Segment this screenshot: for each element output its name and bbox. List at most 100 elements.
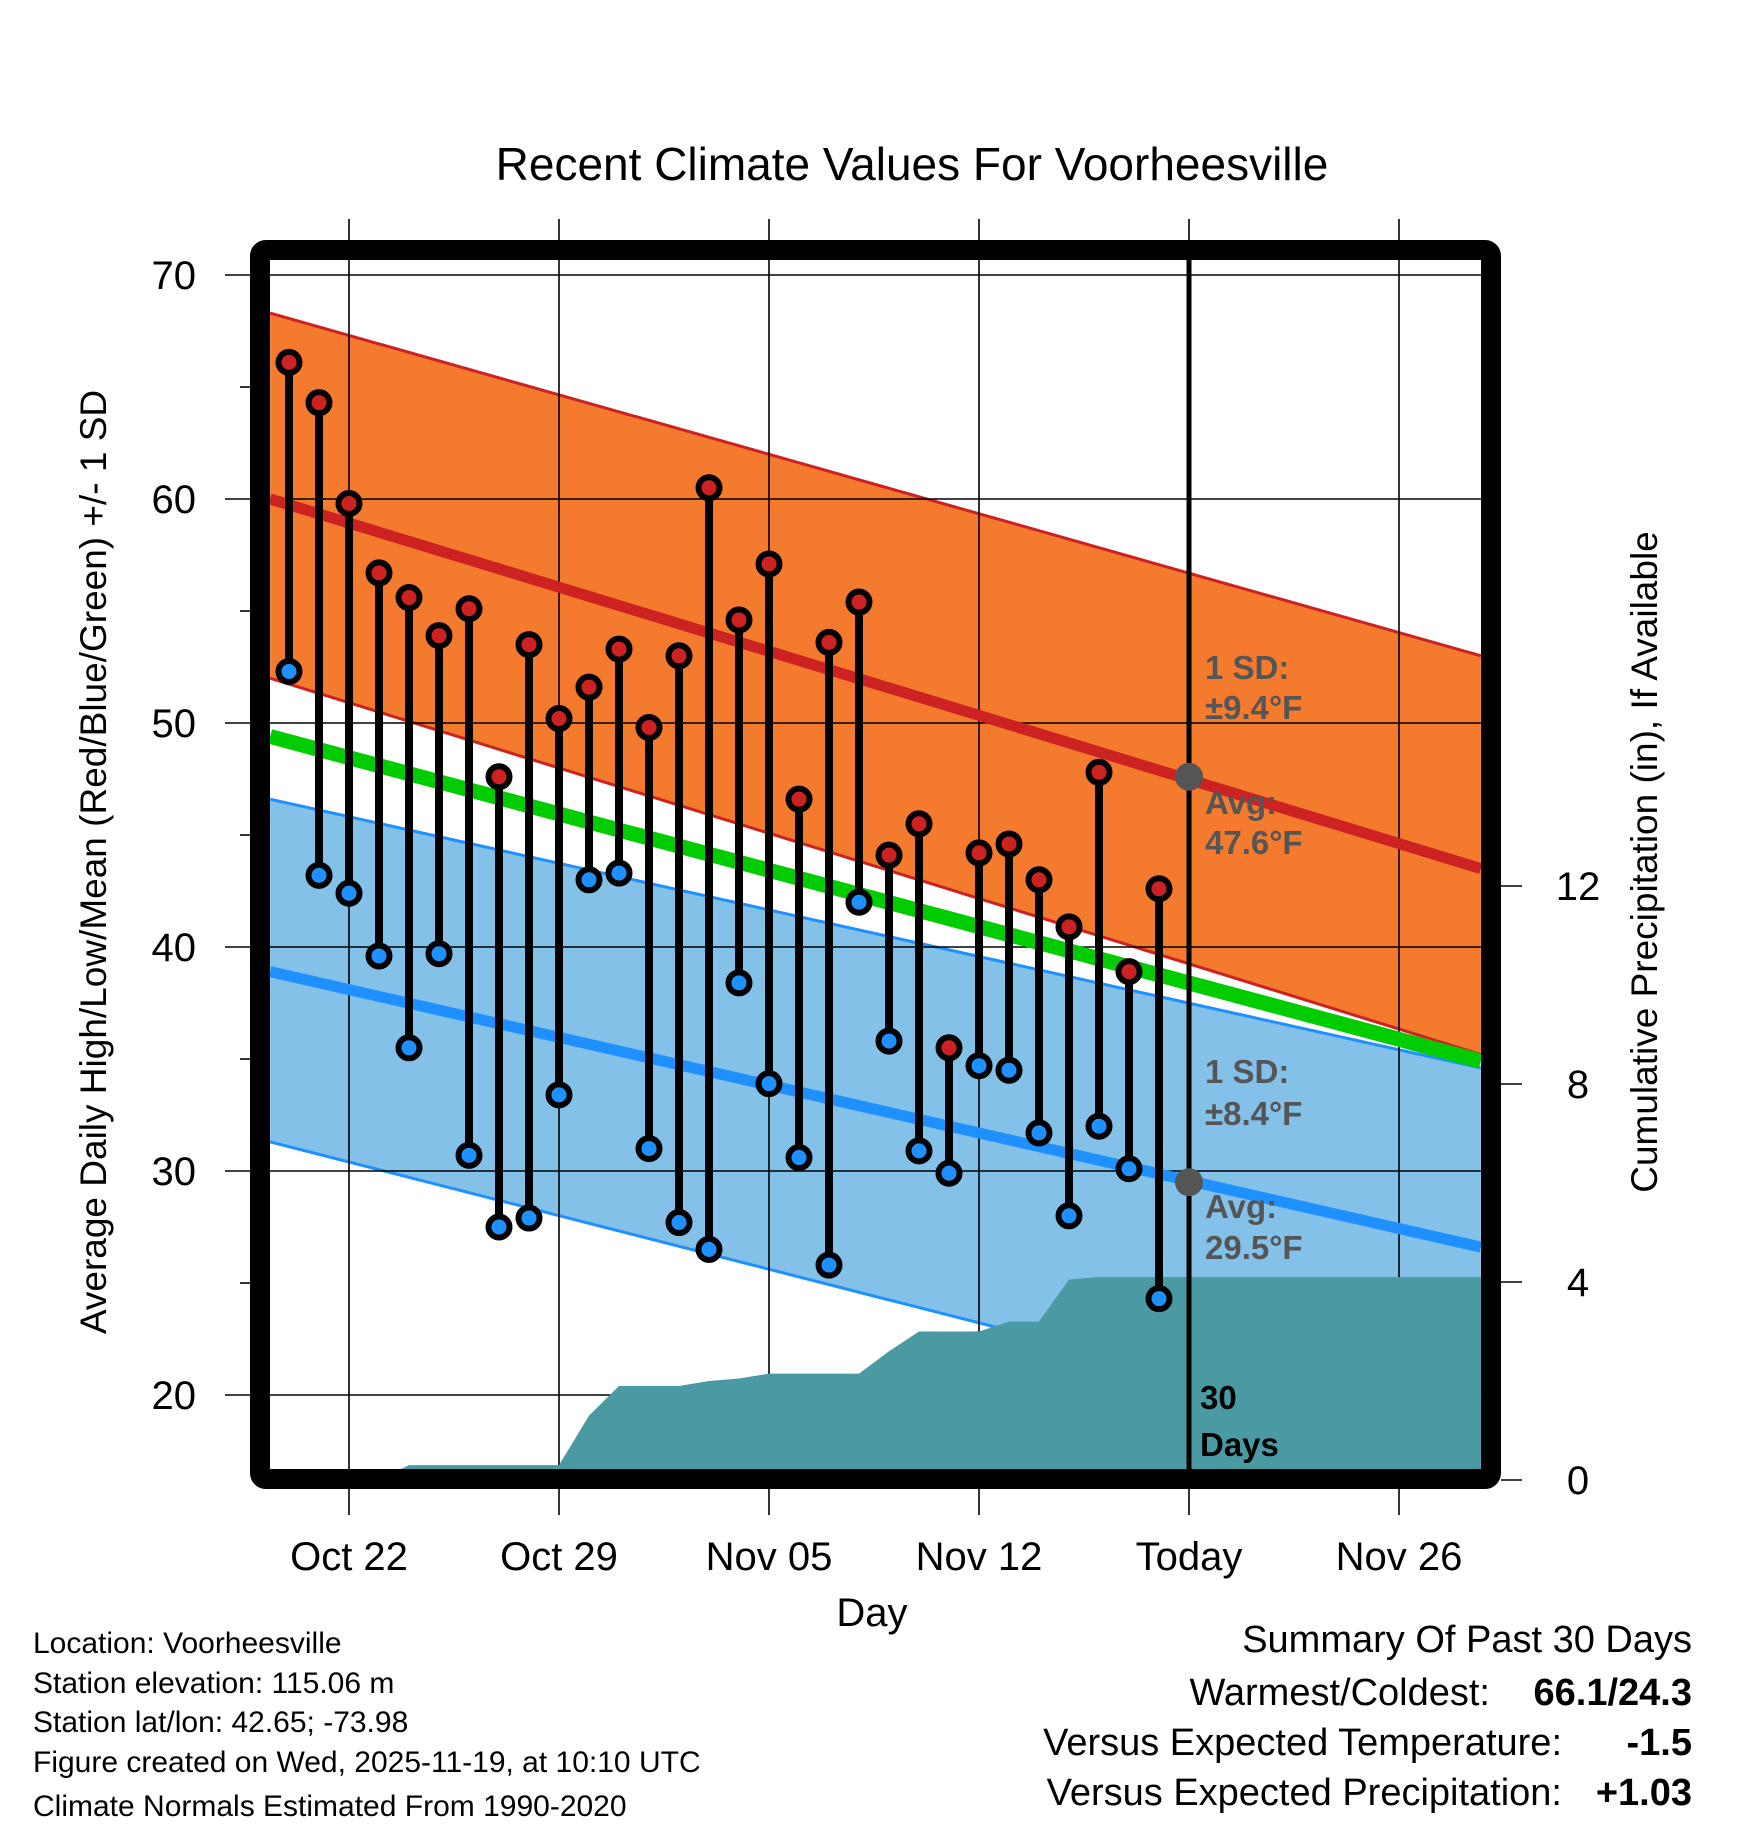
x-tick-label: Nov 05 (706, 1535, 833, 1579)
high-point (725, 606, 753, 634)
right-tick-label: 12 (1556, 865, 1601, 909)
low-point (425, 940, 453, 968)
low-point (965, 1052, 993, 1080)
high-sd-value: ±9.4°F (1205, 689, 1302, 726)
low-avg-label: Avg: (1205, 1188, 1277, 1225)
low-point (1055, 1202, 1083, 1230)
high-point (605, 635, 633, 663)
low-point (1025, 1119, 1053, 1147)
temp-vs-expected-value: -1.5 (1627, 1722, 1692, 1764)
days-count: 30 (1200, 1379, 1237, 1416)
right-tick-label: 8 (1567, 1063, 1589, 1107)
low-point (845, 888, 873, 916)
high-point (695, 474, 723, 502)
high-point (995, 830, 1023, 858)
high-point (815, 628, 843, 656)
low-point (1145, 1285, 1173, 1313)
low-point (605, 859, 633, 887)
low-point (755, 1070, 783, 1098)
high-point (845, 588, 873, 616)
plot-frame (250, 240, 1501, 1489)
low-point (785, 1144, 813, 1172)
low-point (1115, 1155, 1143, 1183)
low-point (905, 1137, 933, 1165)
high-point (1025, 866, 1053, 894)
high-point (545, 705, 573, 733)
today-avg-marker (1175, 1168, 1203, 1197)
high-point (1145, 875, 1173, 903)
high-point (425, 622, 453, 650)
low-point (1085, 1112, 1113, 1140)
high-point (455, 595, 483, 623)
daily-marks (275, 260, 1203, 1469)
high-point (1055, 913, 1083, 941)
high-point (275, 348, 303, 376)
today-avg-marker (1175, 762, 1203, 791)
high-point (1085, 758, 1113, 786)
low-point (665, 1209, 693, 1237)
low-point (455, 1141, 483, 1169)
x-tick-label: Nov 26 (1336, 1535, 1463, 1579)
high-point (785, 785, 813, 813)
days-label: Days (1200, 1426, 1279, 1463)
high-point (905, 810, 933, 838)
low-point (305, 861, 333, 889)
low-point (695, 1235, 723, 1263)
low-point (725, 969, 753, 997)
high-avg-line (270, 493, 1481, 874)
y-axis-right-label: Cumulative Precipitation (in), If Availa… (1624, 531, 1665, 1193)
location-text: Location: Voorheesville (33, 1627, 342, 1660)
high-point (515, 631, 543, 659)
created-text: Figure created on Wed, 2025-11-19, at 10… (33, 1746, 701, 1779)
high-point (335, 489, 363, 517)
precip-vs-expected-value: +1.03 (1596, 1772, 1692, 1814)
low-point (575, 866, 603, 894)
y-tick-label: 50 (152, 702, 197, 746)
summary-title: Summary Of Past 30 Days (1242, 1619, 1692, 1661)
high-point (755, 550, 783, 578)
y-tick-label: 30 (152, 1150, 197, 1194)
warmest-coldest-label: Warmest/Coldest: (1189, 1672, 1490, 1714)
low-point (995, 1056, 1023, 1084)
high-point (635, 713, 663, 741)
high-point (395, 584, 423, 612)
latlon-text: Station lat/lon: 42.65; -73.98 (33, 1706, 408, 1739)
high-point (305, 389, 333, 417)
high-point (665, 642, 693, 670)
low-point (485, 1213, 513, 1241)
high-avg-value: 47.6°F (1205, 824, 1303, 861)
high-point (875, 841, 903, 869)
low-point (395, 1034, 423, 1062)
low-point (635, 1135, 663, 1163)
low-point (815, 1251, 843, 1279)
summary: Summary Of Past 30 Days Warmest/Coldest:… (1043, 1619, 1692, 1814)
precip-area (401, 1277, 1481, 1469)
elevation-text: Station elevation: 115.06 m (33, 1667, 394, 1700)
low-point (365, 942, 393, 970)
station-info: Location: Voorheesville Station elevatio… (33, 1627, 701, 1823)
high-sd-label: 1 SD: (1205, 649, 1289, 686)
warmest-coldest-value: 66.1/24.3 (1534, 1672, 1692, 1714)
low-point (275, 657, 303, 685)
x-tick-label: Nov 12 (916, 1535, 1043, 1579)
high-point (365, 559, 393, 587)
high-point (485, 763, 513, 791)
annotations: 1 SD: ±9.4°F Avg: 47.6°F 1 SD: ±8.4°F Av… (1200, 649, 1303, 1463)
high-avg-label: Avg: (1205, 784, 1277, 821)
low-point (875, 1027, 903, 1055)
right-tick-label: 4 (1567, 1261, 1589, 1305)
precip-vs-expected-label: Versus Expected Precipitation: (1047, 1772, 1562, 1814)
temp-vs-expected-label: Versus Expected Temperature: (1043, 1722, 1562, 1764)
high-point (1115, 958, 1143, 986)
x-tick-label: Today (1136, 1535, 1243, 1579)
x-axis-label: Day (836, 1591, 907, 1635)
low-point (335, 879, 363, 907)
x-tick-label: Oct 29 (500, 1535, 618, 1579)
y-axis-label: Average Daily High/Low/Mean (Red/Blue/Gr… (73, 390, 114, 1334)
x-tick-label: Oct 22 (290, 1535, 408, 1579)
low-point (545, 1081, 573, 1109)
y-tick-label: 40 (152, 926, 197, 970)
right-tick-label: 0 (1567, 1459, 1589, 1503)
